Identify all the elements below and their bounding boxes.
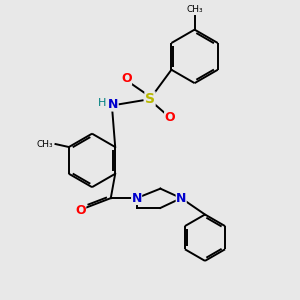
Text: O: O <box>121 73 132 85</box>
Text: N: N <box>108 98 118 111</box>
Text: N: N <box>131 192 142 205</box>
Text: O: O <box>75 204 86 217</box>
Text: CH₃: CH₃ <box>186 5 203 14</box>
Text: O: O <box>164 111 175 124</box>
Text: H: H <box>98 98 106 108</box>
Text: S: S <box>145 92 155 106</box>
Text: N: N <box>176 192 186 205</box>
Text: CH₃: CH₃ <box>37 140 53 148</box>
